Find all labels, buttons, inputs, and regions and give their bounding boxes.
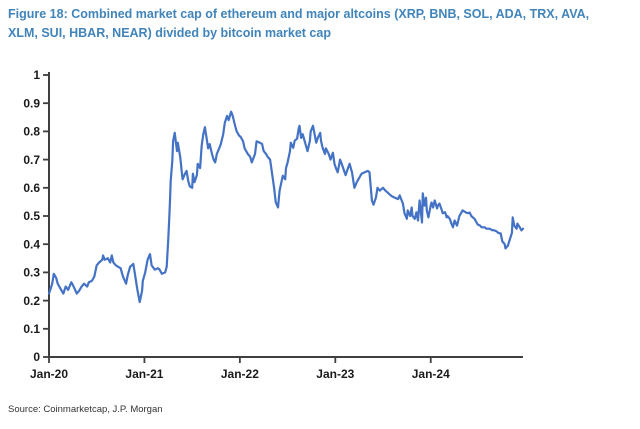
altcoin-btc-ratio-line-chart: 0 0.1 0.2 0.3 0.4 0.5 0.6 0.7 0.8 0.9 1 Jan-20 Jan-2…: [23, 68, 525, 381]
figure-title: Figure 18: Combined market cap of ethere…: [8, 5, 589, 43]
source-note: Source: Coinmarketcap, J.P. Morgan: [8, 404, 163, 415]
ratio-series-line: [47, 110, 525, 304]
y-tick-label: 0.5: [23, 209, 40, 223]
figure-title-line-1: Figure 18: Combined market cap of ethere…: [8, 7, 590, 21]
y-tick-label: 0.8: [23, 125, 40, 139]
x-tick-label: Jan-20: [30, 367, 68, 381]
x-tick-label: Jan-24: [412, 367, 450, 381]
y-tick-label: 1: [33, 68, 40, 82]
y-tick-label: 0.7: [23, 153, 40, 167]
x-tick-label: Jan-21: [125, 367, 163, 381]
figure-title-line-2: XLM, SUI, HBAR, NEAR) divided by bitcoin…: [8, 26, 331, 40]
y-tick-label: 0.3: [23, 266, 40, 280]
y-tick-label: 0.9: [23, 96, 40, 110]
x-tick-label: Jan-22: [221, 367, 259, 381]
x-tick-label: Jan-23: [316, 367, 354, 381]
y-tick-label: 0: [33, 350, 40, 364]
y-tick-label: 0.1: [23, 322, 40, 336]
y-tick-label: 0.4: [23, 237, 40, 251]
y-tick-label: 0.2: [23, 294, 40, 308]
y-tick-label: 0.6: [23, 181, 40, 195]
